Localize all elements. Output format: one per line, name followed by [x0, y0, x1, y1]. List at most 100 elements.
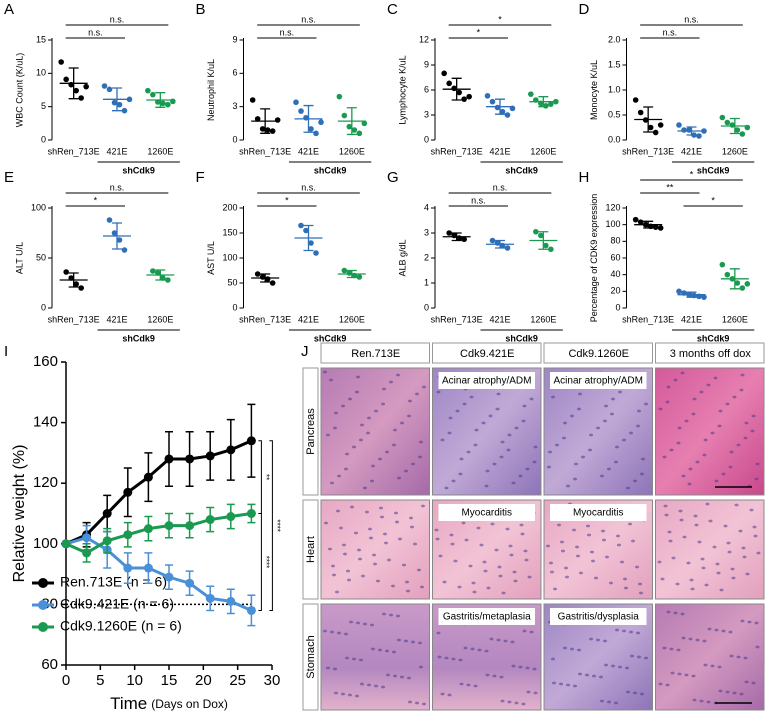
nucleus: [525, 467, 530, 471]
histology-image: [320, 499, 430, 600]
panel-label: E: [4, 169, 14, 186]
significance-label: ****: [261, 556, 270, 568]
nucleus: [614, 460, 618, 464]
data-point: [226, 596, 236, 606]
data-point: [356, 130, 363, 137]
nucleus: [484, 484, 489, 488]
y-tick-label: 80: [610, 236, 620, 246]
nucleus: [669, 647, 674, 651]
nucleus: [371, 464, 375, 468]
data-point: [143, 472, 153, 482]
x-tick-label: 421E: [106, 146, 127, 156]
sd-bar: [495, 239, 505, 249]
nucleus: [682, 535, 687, 539]
nucleus: [702, 453, 707, 457]
data-point: [246, 509, 256, 518]
nucleus: [374, 684, 378, 688]
data-point: [246, 436, 256, 446]
nucleus: [511, 481, 516, 485]
nucleus: [705, 502, 710, 506]
nucleus: [665, 400, 670, 404]
y-tick-label: 1.0: [608, 84, 621, 94]
nucleus: [618, 390, 622, 394]
nucleus: [501, 591, 506, 595]
panel-label: B: [196, 1, 206, 18]
nucleus: [754, 621, 759, 625]
nucleus: [585, 673, 589, 677]
nucleus: [363, 486, 367, 490]
nucleus: [751, 681, 756, 685]
nucleus: [579, 571, 583, 575]
nucleus: [500, 440, 505, 444]
data-point: [719, 261, 726, 268]
nucleus: [710, 664, 715, 668]
x-axis-title: Time (Days on Dox): [110, 694, 228, 713]
data-point: [123, 487, 133, 497]
nucleus: [713, 376, 718, 380]
nucleus: [466, 450, 471, 454]
nucleus: [533, 691, 538, 695]
nucleus: [435, 537, 440, 541]
nucleus: [605, 555, 609, 559]
x-tick-label: 421E: [106, 314, 127, 324]
sd-bar: [155, 269, 166, 281]
comparison-label: n.s.: [88, 27, 103, 37]
nucleus: [367, 416, 371, 420]
data-point: [298, 108, 304, 114]
nucleus: [602, 538, 606, 542]
y-tick-label: 9: [424, 59, 429, 69]
group-label: shCdk9: [697, 165, 730, 175]
x-tick-label: 10: [126, 672, 143, 689]
sd-bar: [260, 273, 271, 283]
nucleus: [599, 675, 603, 679]
data-point: [264, 127, 271, 133]
x-axis-title-note: (Days on Dox): [151, 697, 228, 711]
nucleus: [744, 421, 749, 425]
data-point: [160, 100, 166, 107]
sd-bar: [303, 224, 314, 252]
nucleus: [368, 527, 372, 531]
nucleus: [405, 580, 409, 584]
data-point: [63, 269, 69, 275]
sd-bar: [346, 107, 357, 136]
nucleus: [742, 555, 747, 559]
nucleus: [624, 586, 628, 590]
data-point: [73, 87, 79, 94]
nucleus: [508, 544, 513, 548]
nucleus: [601, 529, 605, 533]
annotation: Acinar atrophy/ADM: [554, 376, 643, 387]
x-tick-label: shRen_713E: [239, 314, 291, 324]
nucleus: [550, 570, 554, 574]
nucleus: [382, 387, 386, 391]
y-tick-label: 60: [41, 656, 58, 673]
nucleus: [386, 673, 390, 677]
nucleus: [717, 424, 722, 428]
nucleus: [411, 640, 415, 644]
nucleus: [688, 637, 693, 641]
row-header: Stomach: [305, 635, 317, 678]
nucleus: [488, 414, 493, 418]
x-tick-label: 421E: [298, 314, 319, 324]
x-tick-label: 421E: [298, 146, 319, 156]
nucleus: [570, 647, 574, 651]
nucleus: [359, 438, 363, 442]
column-header: Cdk9.1260E: [568, 348, 629, 360]
nucleus: [519, 523, 524, 527]
nucleus: [370, 479, 374, 483]
nucleus: [622, 438, 626, 442]
y-tick-label: 3: [424, 109, 429, 119]
nucleus: [339, 526, 343, 530]
group-label: shCdk9: [122, 165, 155, 175]
annotation-box: [438, 608, 535, 625]
nucleus: [575, 545, 579, 549]
nucleus: [596, 638, 600, 642]
nucleus: [699, 390, 704, 394]
nucleus: [323, 629, 327, 633]
nucleus: [578, 672, 582, 676]
nucleus: [732, 395, 737, 399]
data-point: [657, 225, 664, 231]
data-point: [274, 117, 281, 123]
nucleus: [378, 648, 382, 652]
nucleus: [418, 455, 422, 459]
nucleus: [688, 467, 693, 471]
